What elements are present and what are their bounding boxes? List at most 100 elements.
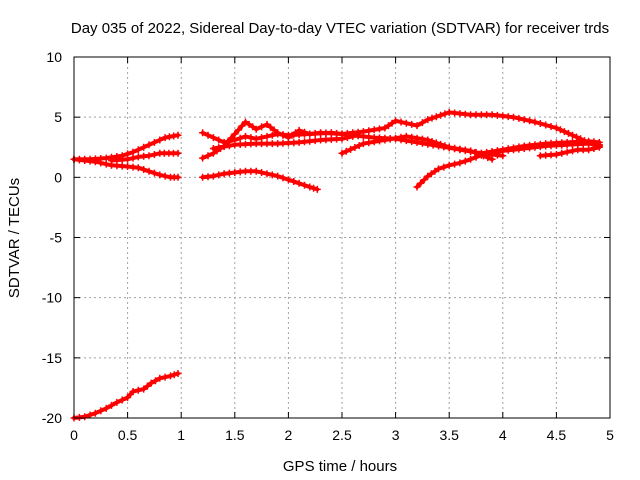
- y-tick-label: -5: [50, 230, 63, 246]
- x-axis-title: GPS time / hours: [283, 458, 397, 475]
- data-point: [170, 132, 178, 140]
- data-point: [81, 413, 89, 421]
- data-point: [242, 118, 249, 126]
- data-point: [134, 146, 142, 154]
- data-point: [225, 142, 233, 150]
- data-point: [565, 129, 572, 137]
- series-line: [72, 133, 180, 162]
- data-point: [408, 120, 416, 128]
- data-point: [134, 386, 142, 394]
- data-point: [245, 120, 253, 128]
- data-point: [388, 119, 396, 127]
- data-point: [427, 170, 435, 178]
- data-point: [290, 178, 298, 185]
- series-line: [72, 371, 180, 420]
- data-point: [279, 174, 287, 182]
- series-trace-4: [108, 149, 182, 164]
- y-axis-title: SDTVAR / TECUs: [6, 178, 23, 298]
- data-point: [483, 148, 491, 156]
- data-point: [338, 135, 346, 143]
- data-point: [215, 144, 223, 152]
- series-trace-12: [536, 143, 603, 160]
- data-point: [215, 136, 223, 144]
- data-point: [156, 136, 164, 144]
- data-point: [209, 172, 217, 180]
- data-point: [484, 154, 492, 162]
- data-point: [97, 407, 105, 415]
- y-tick-label: -20: [42, 410, 62, 426]
- data-point: [306, 183, 314, 191]
- data-point: [167, 372, 174, 380]
- data-point: [247, 134, 255, 142]
- plot-frame: [73, 56, 611, 419]
- data-point: [86, 411, 94, 419]
- data-point: [91, 409, 99, 417]
- x-tick-label: 0.5: [118, 427, 138, 443]
- data-point: [258, 123, 266, 131]
- data-point: [445, 161, 453, 169]
- data-point: [174, 131, 182, 139]
- data-point: [263, 170, 271, 178]
- data-point: [174, 149, 182, 157]
- data-series: [70, 108, 603, 422]
- data-point: [342, 147, 350, 155]
- data-point: [560, 128, 568, 136]
- x-tick-label: 4: [499, 427, 507, 443]
- data-point: [440, 163, 448, 171]
- data-point: [417, 179, 425, 187]
- x-tick-labels: 0 0.5 1 1.5 2 2.5 3 3.5 4 4.5 5: [70, 427, 614, 443]
- data-point: [156, 171, 164, 179]
- data-point: [413, 122, 421, 130]
- data-point: [437, 140, 445, 148]
- data-point: [573, 133, 580, 141]
- data-point: [145, 152, 153, 160]
- data-point: [488, 155, 496, 163]
- data-point: [386, 135, 394, 143]
- y-tick-label: 0: [54, 169, 62, 185]
- data-point: [161, 373, 169, 381]
- data-point: [413, 134, 421, 142]
- data-point: [558, 149, 566, 157]
- data-point: [161, 134, 169, 142]
- data-point: [301, 128, 308, 136]
- data-point: [145, 167, 153, 175]
- x-tick-label: 1.5: [225, 427, 245, 443]
- data-point: [441, 110, 449, 118]
- data-point: [236, 134, 244, 142]
- data-point: [488, 148, 496, 155]
- data-point: [129, 148, 137, 156]
- data-point: [234, 126, 242, 134]
- data-point: [143, 382, 151, 390]
- data-point: [301, 181, 308, 189]
- data-point: [152, 377, 159, 385]
- data-point: [437, 111, 445, 119]
- data-point: [161, 172, 169, 180]
- data-point: [231, 130, 239, 138]
- data-point: [199, 129, 207, 137]
- data-point: [209, 134, 217, 142]
- data-point: [376, 137, 383, 145]
- data-point: [477, 149, 485, 157]
- data-point: [472, 153, 480, 161]
- data-point: [242, 132, 249, 140]
- data-point: [493, 147, 501, 155]
- data-point: [420, 176, 428, 184]
- data-point: [451, 160, 459, 168]
- data-point: [347, 145, 355, 153]
- data-point: [428, 114, 436, 122]
- data-point: [284, 176, 292, 184]
- data-point: [174, 370, 182, 377]
- data-point: [313, 185, 321, 193]
- data-point: [435, 165, 442, 173]
- y-tick-label: -15: [42, 350, 62, 366]
- data-point: [351, 144, 359, 151]
- data-point: [510, 113, 517, 121]
- data-point: [150, 151, 158, 158]
- data-point: [461, 157, 469, 165]
- data-point: [376, 125, 383, 133]
- data-point: [292, 129, 299, 137]
- data-point: [461, 146, 469, 154]
- data-point: [274, 129, 282, 137]
- data-point: [569, 147, 576, 155]
